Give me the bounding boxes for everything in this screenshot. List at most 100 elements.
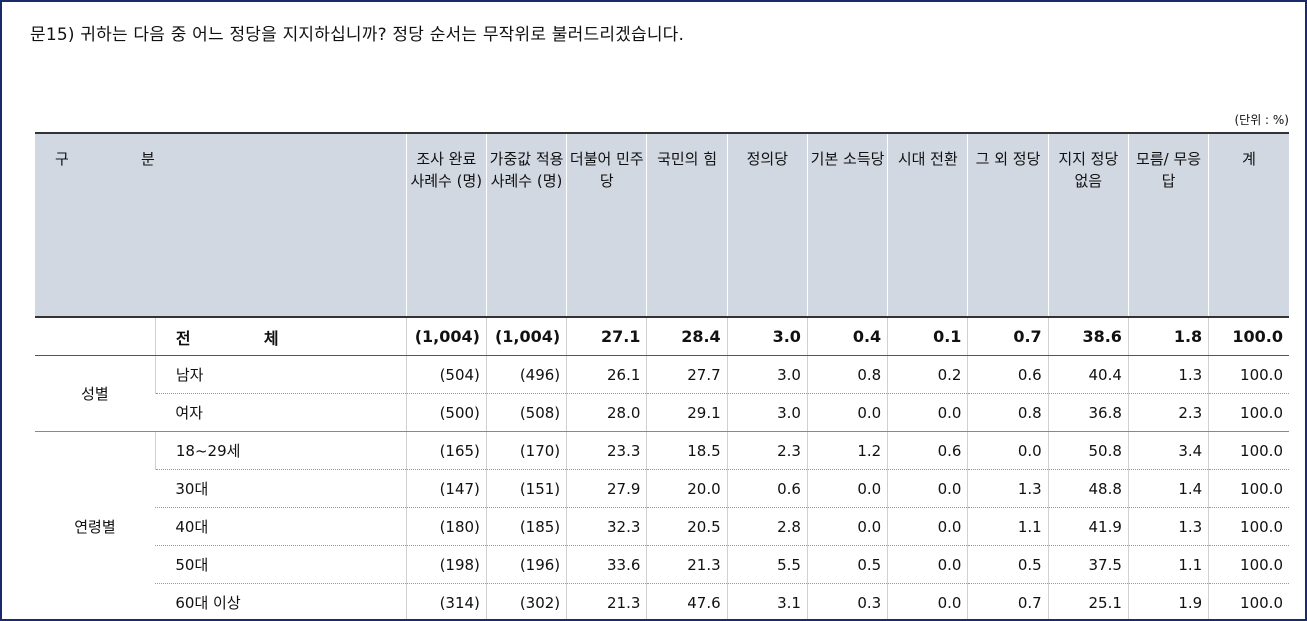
cell: (500) <box>405 393 487 432</box>
cell: 25.1 <box>1047 583 1129 619</box>
row-label: 40대 <box>155 507 407 546</box>
row-label: 30대 <box>155 469 407 508</box>
cell: 0.8 <box>967 393 1049 432</box>
cell: 2.8 <box>726 507 808 546</box>
cell: 100.0 <box>1208 507 1289 546</box>
cell: 100.0 <box>1208 355 1289 394</box>
cell: 0.7 <box>967 317 1049 356</box>
cell: (198) <box>405 545 487 584</box>
cell: (1,004) <box>405 317 487 356</box>
cell: 3.4 <box>1127 431 1209 470</box>
cell: 27.1 <box>566 317 647 356</box>
cell: 0.6 <box>967 355 1049 394</box>
cell: 21.3 <box>566 583 647 619</box>
cell: 100.0 <box>1208 583 1289 619</box>
cell: 36.8 <box>1047 393 1129 432</box>
cell: 0.2 <box>887 355 968 394</box>
cell: 100.0 <box>1208 317 1289 356</box>
cell: 20.5 <box>646 507 728 546</box>
cell: 23.3 <box>566 431 647 470</box>
cell: 1.4 <box>1127 469 1209 508</box>
header-none: 지지 정당 없음 <box>1047 132 1129 318</box>
row-label: 여자 <box>155 393 407 432</box>
header-ppp: 국민의 힘 <box>646 132 728 318</box>
group-cell <box>35 317 156 356</box>
cell: 0.0 <box>887 393 968 432</box>
cell: 20.0 <box>646 469 728 508</box>
cell: 0.0 <box>887 545 968 584</box>
cell: 37.5 <box>1047 545 1129 584</box>
cell: (165) <box>405 431 487 470</box>
cell: 5.5 <box>726 545 808 584</box>
header-total: 계 <box>1208 132 1289 318</box>
cell: 100.0 <box>1208 469 1289 508</box>
cell: 3.0 <box>726 393 808 432</box>
cell: 0.0 <box>967 431 1049 470</box>
cell: 0.3 <box>806 583 888 619</box>
header-dk: 모름/ 무응답 <box>1127 132 1209 318</box>
table-row: 성별 남자 (504) (496) 26.1 27.7 3.0 0.8 0.2 … <box>35 355 1289 432</box>
cell: 1.3 <box>1127 507 1209 546</box>
cell: 1.9 <box>1127 583 1209 619</box>
table-row: 30대 (147) (151) 27.9 20.0 0.6 0.0 0.0 1.… <box>35 469 1289 508</box>
cell: 3.0 <box>726 355 808 394</box>
cell: 28.0 <box>566 393 647 432</box>
cell: (196) <box>485 545 567 584</box>
cell: 100.0 <box>1208 431 1289 470</box>
cell: 0.1 <box>887 317 968 356</box>
cell: 27.9 <box>566 469 647 508</box>
group-label-gender: 성별 <box>35 355 156 432</box>
header-basic: 기본 소득당 <box>806 132 888 318</box>
cell: 0.5 <box>967 545 1049 584</box>
cell: 0.6 <box>726 469 808 508</box>
cell: 32.3 <box>566 507 647 546</box>
row-label: 60대 이상 <box>155 583 407 619</box>
cell: 1.1 <box>1127 545 1209 584</box>
cell: 0.0 <box>806 507 888 546</box>
cell: 3.1 <box>726 583 808 619</box>
cell: (180) <box>405 507 487 546</box>
unit-label: (단위 : %) <box>1234 113 1289 127</box>
cell: 26.1 <box>566 355 647 394</box>
cell: 1.1 <box>967 507 1049 546</box>
header-other: 그 외 정당 <box>967 132 1049 318</box>
row-label: 50대 <box>155 545 407 584</box>
cell: 21.3 <box>646 545 728 584</box>
cell: (151) <box>485 469 567 508</box>
cell: 1.2 <box>806 431 888 470</box>
cell: (185) <box>485 507 567 546</box>
row-label: 18~29세 <box>154 431 407 470</box>
table-row: 여자 (500) (508) 28.0 29.1 3.0 0.0 0.0 0.8… <box>35 393 1289 432</box>
question-text: 문15) 귀하는 다음 중 어느 정당을 지지하십니까? 정당 순서는 무작위로… <box>30 25 685 45</box>
cell: 1.3 <box>967 469 1049 508</box>
cell: 38.6 <box>1047 317 1129 356</box>
cell: 0.0 <box>887 469 968 508</box>
cell: 27.7 <box>646 355 728 394</box>
cell: (314) <box>405 583 487 619</box>
cell: 41.9 <box>1047 507 1129 546</box>
table-row: 연령별 18~29세 (165) (170) 23.3 18.5 2.3 1.2… <box>35 431 1289 619</box>
cell: (504) <box>405 355 487 394</box>
cell: 50.8 <box>1047 431 1129 470</box>
header-weighted: 가중값 적용 사례수 (명) <box>485 132 567 318</box>
cell: 28.4 <box>646 317 728 356</box>
table-row: 60대 이상 (314) (302) 21.3 47.6 3.1 0.3 0.0… <box>35 583 1289 619</box>
cell: 18.5 <box>646 431 728 470</box>
cell: (147) <box>405 469 487 508</box>
header-transition: 시대 전환 <box>887 132 968 318</box>
cell: 1.3 <box>1127 355 1209 394</box>
group-label-age: 연령별 <box>35 431 156 619</box>
header-cases: 조사 완료 사례수 (명) <box>405 132 487 318</box>
cell: 2.3 <box>1127 393 1209 432</box>
cell: (496) <box>485 355 567 394</box>
cell: (302) <box>485 583 567 619</box>
cell: 47.6 <box>646 583 728 619</box>
cell: 100.0 <box>1208 545 1289 584</box>
cell: (1,004) <box>485 317 567 356</box>
cell: 0.0 <box>887 583 968 619</box>
